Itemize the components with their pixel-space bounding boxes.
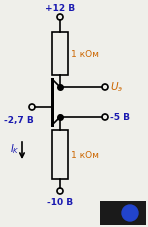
Bar xyxy=(100,201,146,225)
Text: $I_K$: $I_K$ xyxy=(10,142,20,156)
Text: -5 В: -5 В xyxy=(110,113,130,122)
Text: +12 В: +12 В xyxy=(45,4,75,13)
Text: -2,7 В: -2,7 В xyxy=(4,116,34,124)
Bar xyxy=(52,33,68,76)
Text: 1 кОм: 1 кОм xyxy=(71,150,99,159)
Text: $U_э$: $U_э$ xyxy=(110,80,123,94)
Text: -10 В: -10 В xyxy=(47,197,73,206)
Text: 1 кОм: 1 кОм xyxy=(71,50,99,59)
Bar xyxy=(52,131,68,179)
Circle shape xyxy=(122,205,138,221)
